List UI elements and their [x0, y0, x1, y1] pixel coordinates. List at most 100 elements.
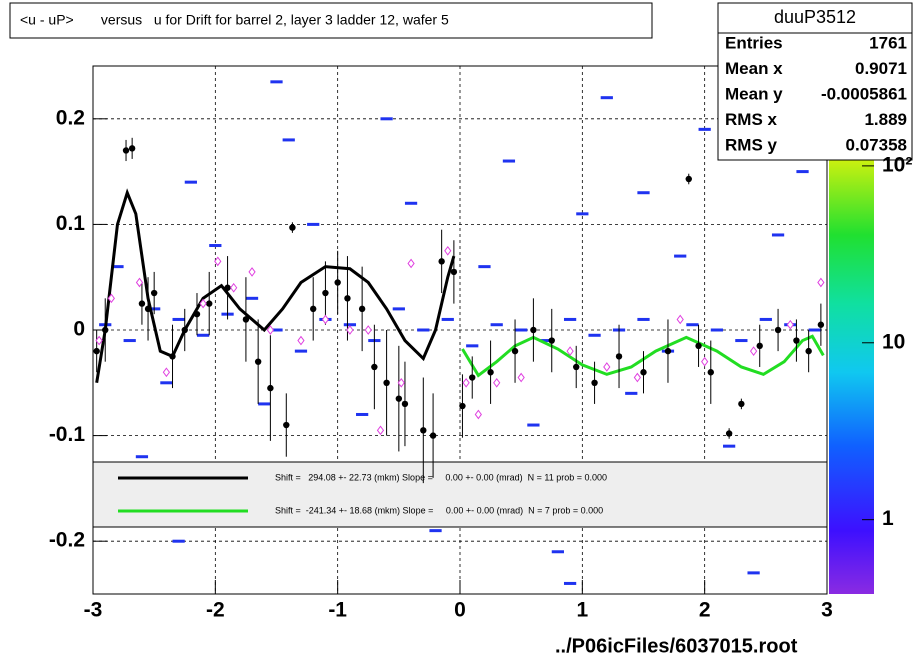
stats-label: RMS x — [725, 110, 778, 129]
diamond-marker — [444, 245, 452, 256]
x-tick-label: 2 — [699, 599, 711, 622]
hist-cell — [441, 317, 454, 321]
legend-label: Shift = -241.34 +- 18.68 (mkm) Slope = 0… — [275, 505, 603, 515]
hist-cell — [759, 317, 772, 321]
stats-label: Mean y — [725, 84, 783, 103]
stats-value: 1.889 — [864, 110, 907, 129]
fit-curve — [95, 188, 456, 384]
hist-cell — [600, 96, 613, 100]
hist-cell — [735, 339, 748, 343]
diamond-marker — [566, 346, 574, 356]
hist-cell — [723, 444, 736, 448]
diamond-marker — [474, 409, 482, 420]
hist-cell — [343, 323, 357, 327]
profile-point — [511, 347, 519, 355]
profile-point — [193, 310, 201, 318]
diamond-marker — [493, 377, 501, 388]
profile-point — [289, 224, 296, 231]
hist-cell — [576, 212, 589, 216]
profile-point — [685, 175, 692, 183]
hist-cell — [270, 328, 283, 332]
profile-point — [805, 347, 812, 355]
x-tick-label: 1 — [576, 599, 588, 622]
profile-point — [358, 305, 366, 313]
z-tick-label: 1 — [882, 507, 894, 530]
profile-point — [93, 347, 100, 355]
hist-cell — [282, 138, 295, 142]
y-tick-label: -0.2 — [49, 529, 85, 552]
z-tick-label: 10² — [882, 153, 912, 176]
x-tick-label: 0 — [454, 599, 466, 622]
stats-label: RMS y — [725, 135, 778, 154]
profile-point — [401, 400, 409, 408]
z-tick-label: 10 — [882, 330, 905, 353]
y-tick-label: -0.1 — [49, 423, 86, 446]
hist-cell — [356, 412, 369, 416]
y-tick-label: 0 — [73, 318, 85, 341]
hist-cell — [478, 265, 491, 269]
profile-point — [322, 289, 329, 297]
stats-label: Mean x — [725, 59, 783, 78]
diamond-marker — [230, 282, 238, 293]
profile-point — [573, 363, 580, 371]
profile-point — [181, 326, 188, 334]
profile-point — [774, 326, 782, 334]
hist-cell — [747, 571, 760, 575]
diamond-marker — [633, 372, 642, 383]
hist-cell — [515, 328, 528, 332]
hist-cell — [637, 317, 650, 321]
profile-point — [591, 379, 598, 386]
footer: ../P06icFiles/6037015.root — [555, 635, 798, 657]
y-tick-label: 0.1 — [56, 212, 86, 235]
profile-point — [334, 279, 341, 286]
profile-point — [640, 369, 647, 376]
hist-cell — [539, 339, 552, 343]
diamond-marker — [248, 267, 256, 277]
x-tick-label: -1 — [328, 599, 347, 622]
profile-point — [122, 147, 130, 154]
profile-point — [548, 337, 555, 344]
hist-cell — [674, 254, 687, 258]
stats-value: 0.9071 — [855, 59, 907, 78]
hist-cell — [111, 265, 124, 269]
hist-cell — [392, 307, 405, 311]
profile-point — [283, 421, 290, 429]
hist-cell — [796, 170, 809, 174]
hist-cell — [429, 529, 442, 533]
profile-point — [469, 374, 476, 381]
hist-cell — [466, 344, 479, 348]
stats-value: -0.0005861 — [821, 84, 907, 103]
hist-cell — [710, 328, 724, 332]
chart-title: <u - uP> versus u for Drift for barrel 2… — [20, 12, 449, 28]
diamond-marker — [297, 335, 305, 346]
diamond-marker — [95, 335, 103, 346]
hist-cell — [196, 333, 210, 337]
hist-cell — [588, 333, 601, 337]
profile-point — [242, 316, 250, 323]
legend-label: Shift = 294.08 +- 22.73 (mkm) Slope = 0.… — [275, 472, 607, 482]
profile-point — [128, 145, 136, 152]
profile-point — [224, 284, 231, 291]
diamond-marker — [701, 356, 709, 367]
profile-point — [429, 432, 437, 439]
hist-cell — [551, 550, 564, 554]
profile-point — [664, 347, 672, 355]
profile-point — [725, 430, 733, 437]
profile-point — [707, 369, 714, 376]
diamond-marker — [603, 362, 611, 372]
hist-cell — [270, 80, 283, 84]
profile-point — [206, 300, 213, 307]
hist-cell — [245, 296, 259, 300]
diamond-marker — [517, 372, 525, 383]
profile-point — [371, 363, 378, 371]
hist-cell — [135, 455, 149, 459]
profile-point — [530, 326, 537, 334]
hist-cell — [123, 339, 136, 343]
hist-cell — [625, 391, 638, 395]
diamond-marker — [817, 277, 825, 288]
profile-point — [420, 427, 427, 434]
profile-point — [738, 400, 745, 408]
legend-box — [92, 461, 828, 528]
x-tick-label: -2 — [206, 599, 225, 622]
hist-cell — [209, 244, 222, 248]
